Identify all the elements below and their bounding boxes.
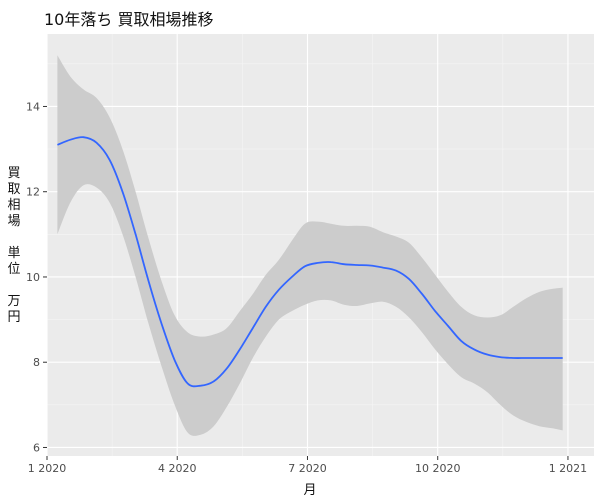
x-tick-label: 7 2020 [288, 462, 327, 475]
y-axis-label: 買 取 相 場 単 位 万 円 [7, 166, 21, 325]
series-line-layer [57, 136, 563, 388]
x-tick-label: 10 2020 [415, 462, 461, 475]
x-axis-label: 月 [303, 483, 317, 498]
chart-title: 10年落ち 買取相場推移 [44, 10, 214, 29]
y-tick-label: 12 [26, 186, 40, 199]
x-axis: 1 2020 4 2020 7 2020 10 2020 1 2021 [28, 456, 587, 475]
y-tick-label: 6 [33, 441, 40, 454]
confidence-band-layer [57, 55, 563, 436]
confidence-band [57, 55, 563, 436]
y-tick-label: 10 [26, 271, 40, 284]
x-tick-label: 1 2020 [28, 462, 67, 475]
x-tick-label: 4 2020 [158, 462, 197, 475]
series-line [57, 136, 563, 388]
y-tick-label: 14 [26, 100, 40, 113]
y-axis: 6 8 10 12 14 [26, 100, 47, 454]
y-tick-label: 8 [33, 356, 40, 369]
x-tick-label: 1 2021 [549, 462, 588, 475]
